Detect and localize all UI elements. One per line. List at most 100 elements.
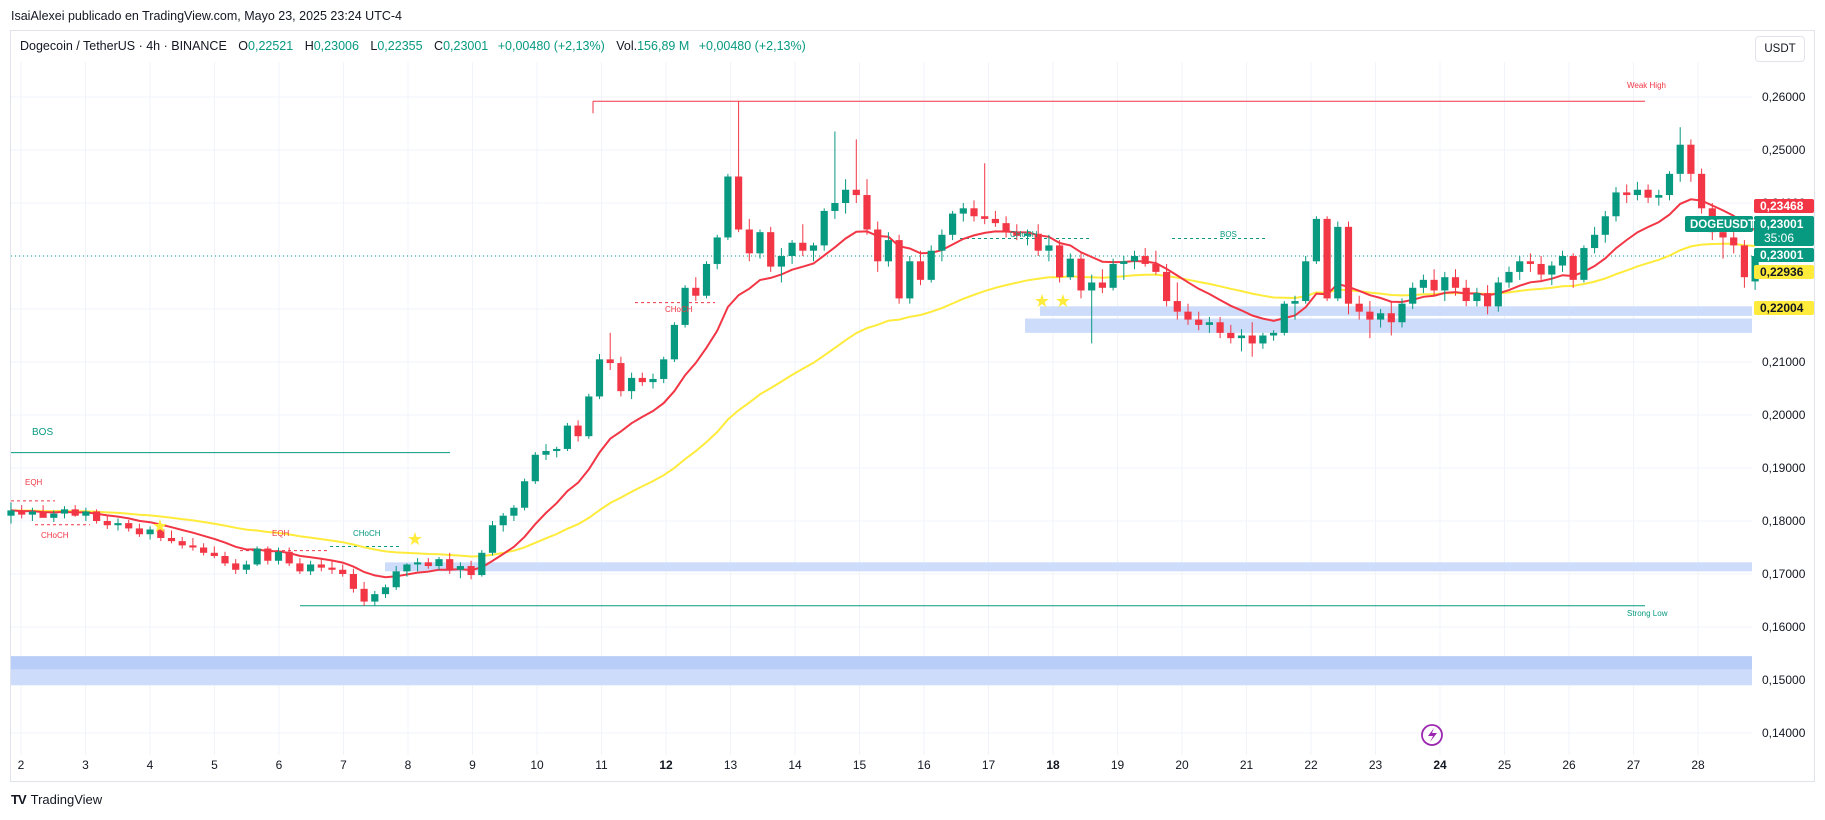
candle-body bbox=[1719, 232, 1727, 238]
candle-body bbox=[221, 555, 229, 564]
bos-label: BOS bbox=[32, 427, 53, 438]
candle bbox=[1623, 184, 1631, 203]
candle-body bbox=[1152, 263, 1160, 272]
candle-body bbox=[1537, 263, 1545, 275]
candle-body bbox=[1730, 237, 1738, 246]
y-axis-tick-label: 0,17000 bbox=[1762, 567, 1806, 581]
candle-body bbox=[1013, 232, 1021, 236]
candle bbox=[1280, 301, 1288, 336]
candle bbox=[1387, 301, 1395, 336]
chart-frame bbox=[10, 30, 1815, 782]
candle bbox=[125, 519, 133, 532]
candle bbox=[574, 420, 582, 442]
candle-body bbox=[1484, 293, 1492, 307]
candle bbox=[1398, 298, 1406, 328]
footer-brand[interactable]: TV TradingView bbox=[11, 792, 102, 807]
candle bbox=[1548, 261, 1556, 286]
candle-body bbox=[1280, 303, 1288, 333]
candle-body bbox=[884, 240, 892, 262]
candle bbox=[403, 563, 411, 577]
eqh-label: EQH bbox=[272, 529, 290, 538]
candle bbox=[1462, 279, 1470, 307]
candle bbox=[1270, 330, 1278, 341]
x-axis-tick-label: 8 bbox=[405, 758, 412, 772]
candle-body bbox=[617, 363, 625, 392]
candle bbox=[221, 551, 229, 567]
candle bbox=[1130, 250, 1139, 270]
weak-high-label: Weak High bbox=[1627, 81, 1666, 90]
candle bbox=[467, 560, 475, 580]
candle bbox=[1366, 301, 1374, 339]
choch-label: CHoCH bbox=[353, 529, 381, 538]
candle-body bbox=[1366, 311, 1374, 320]
price-marker-tag-bg bbox=[1754, 248, 1814, 262]
candle-body bbox=[1505, 271, 1513, 283]
cross-star-icon: ★ bbox=[1055, 291, 1071, 311]
candle bbox=[1591, 226, 1599, 254]
candle-body bbox=[788, 242, 796, 256]
x-axis-tick-label: 18 bbox=[1046, 758, 1060, 772]
candle bbox=[1334, 221, 1342, 302]
candle-body bbox=[307, 564, 315, 572]
candle bbox=[232, 559, 240, 574]
candle bbox=[927, 245, 935, 283]
candle-body bbox=[1516, 261, 1524, 272]
candle-body bbox=[114, 523, 122, 526]
candle-body bbox=[414, 562, 422, 565]
candle-body bbox=[799, 242, 807, 251]
candle-body bbox=[852, 189, 860, 196]
candle bbox=[1098, 269, 1106, 294]
candle bbox=[1441, 271, 1449, 302]
candle bbox=[1484, 285, 1492, 315]
candle bbox=[863, 179, 871, 235]
candle-body bbox=[360, 588, 368, 602]
candle-body bbox=[446, 559, 454, 570]
candle-body bbox=[1687, 144, 1695, 174]
candle-body bbox=[1698, 173, 1706, 209]
candle-body bbox=[938, 234, 946, 251]
candle bbox=[970, 200, 978, 222]
candle bbox=[563, 422, 571, 452]
x-axis-tick-label: 13 bbox=[724, 758, 738, 772]
candle-body bbox=[1494, 282, 1502, 307]
candle bbox=[1184, 303, 1192, 325]
candle bbox=[274, 547, 283, 565]
candle-body bbox=[1195, 319, 1203, 325]
x-axis-tick-label: 28 bbox=[1691, 758, 1705, 772]
symbol-name[interactable]: Dogecoin / TetherUS · 4h · BINANCE bbox=[20, 39, 227, 53]
y-axis-tick-label: 0,26000 bbox=[1762, 90, 1806, 104]
candle-body bbox=[724, 176, 732, 238]
candle-body bbox=[1077, 258, 1085, 291]
candle-body bbox=[28, 511, 36, 515]
candle bbox=[1237, 329, 1246, 352]
candle-body bbox=[1034, 233, 1042, 251]
y-axis-tick-label: 0,25000 bbox=[1762, 143, 1806, 157]
candle bbox=[1740, 240, 1748, 288]
volume-value: 156,89 M bbox=[637, 39, 690, 53]
candle-body bbox=[18, 510, 26, 515]
x-axis-tick-label: 19 bbox=[1111, 758, 1125, 772]
candle-body bbox=[1302, 261, 1310, 302]
candle bbox=[328, 560, 336, 574]
candle bbox=[681, 285, 689, 328]
candle bbox=[253, 546, 261, 567]
candle-body bbox=[702, 263, 711, 296]
currency-button[interactable]: USDT bbox=[1755, 36, 1805, 62]
lightning-event-icon[interactable] bbox=[1421, 724, 1443, 746]
candle-body bbox=[1430, 279, 1438, 291]
candle bbox=[724, 173, 732, 241]
candle bbox=[1141, 248, 1149, 267]
candle-body bbox=[1676, 144, 1684, 174]
candle-body bbox=[189, 545, 197, 548]
candle-body bbox=[456, 566, 464, 570]
candle-body bbox=[1441, 277, 1449, 291]
candle bbox=[1344, 221, 1353, 315]
candle-body bbox=[1740, 245, 1748, 278]
price-chart[interactable]: 0,260000,250000,240000,230000,220000,210… bbox=[0, 0, 1825, 790]
candle-body bbox=[93, 511, 101, 521]
candle bbox=[1430, 269, 1438, 296]
candle bbox=[874, 221, 882, 272]
candle-body bbox=[949, 213, 957, 235]
candle-body bbox=[1227, 332, 1235, 339]
candle-body bbox=[1141, 256, 1149, 264]
